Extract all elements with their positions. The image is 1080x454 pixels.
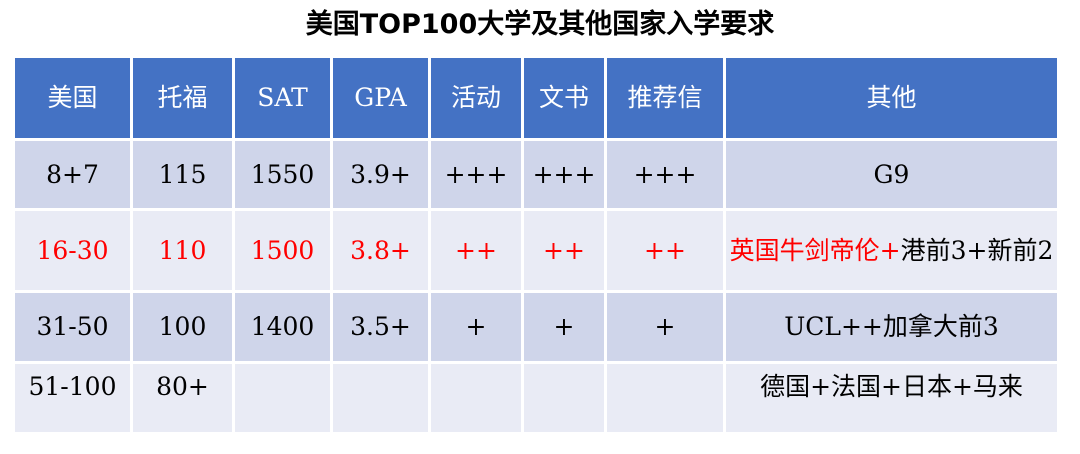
table-cell: 3.5+	[330, 290, 431, 364]
table-cell: +++	[521, 138, 607, 211]
other-cell: 德国+法国+日本+马来	[723, 361, 1060, 435]
header-row: 美国 托福 SAT GPA 活动 文书 推荐信 其他	[12, 55, 1060, 141]
column-header: 活动	[428, 55, 524, 141]
other-text: G9	[873, 159, 910, 189]
other-cell: 英国牛剑帝伦+港前3+新前2	[723, 208, 1060, 293]
table-cell: 115	[130, 138, 235, 211]
column-header: 文书	[521, 55, 607, 141]
table-cell: ++	[428, 208, 524, 293]
table-cell: +	[604, 290, 726, 364]
other-text: 英国牛剑帝伦+	[729, 235, 901, 265]
table-cell: 31-50	[12, 290, 133, 364]
table-cell: 3.9+	[330, 138, 431, 211]
table-cell: ++	[604, 208, 726, 293]
other-text: 德国+法国+日本+马来	[760, 372, 1023, 401]
table-cell	[521, 361, 607, 435]
table-cell: +++	[428, 138, 524, 211]
table-cell: +	[428, 290, 524, 364]
other-cell: G9	[723, 138, 1060, 211]
table-cell: 1400	[232, 290, 333, 364]
table-row: 16-30 110 1500 3.8+ ++ ++ ++ 英国牛剑帝伦+港前3+新前2	[12, 208, 1060, 293]
column-header: 美国	[12, 55, 133, 141]
column-header: 托福	[130, 55, 235, 141]
other-cell: UCL++加拿大前3	[723, 290, 1060, 364]
table-cell	[232, 361, 333, 435]
table-row: 8+7 115 1550 3.9+ +++ +++ +++ G9	[12, 138, 1060, 211]
table-cell	[604, 361, 726, 435]
table-cell: +	[521, 290, 607, 364]
table-row: 31-50 100 1400 3.5+ + + + UCL++加拿大前3	[12, 290, 1060, 364]
other-text: 港前3+新前2	[900, 235, 1054, 265]
table-cell: 51-100	[12, 361, 133, 435]
table-cell: 1550	[232, 138, 333, 211]
table-cell: 1500	[232, 208, 333, 293]
table-cell: +++	[604, 138, 726, 211]
table-cell	[330, 361, 431, 435]
table-cell: 16-30	[12, 208, 133, 293]
table-cell: 110	[130, 208, 235, 293]
page-title: 美国TOP100大学及其他国家入学要求	[305, 9, 775, 40]
table-row: 51-100 80+ 德国+法国+日本+马来	[12, 361, 1060, 435]
table-cell: 100	[130, 290, 235, 364]
column-header: GPA	[330, 55, 431, 141]
column-header: 推荐信	[604, 55, 726, 141]
requirements-table: 美国 托福 SAT GPA 活动 文书 推荐信 其他 8+7 115 1550 3.9+ +++ +++…	[12, 55, 1060, 435]
other-text: UCL++加拿大前3	[784, 312, 999, 341]
table-cell: ++	[521, 208, 607, 293]
table-cell	[428, 361, 524, 435]
column-header: SAT	[232, 55, 333, 141]
table-cell: 80+	[130, 361, 235, 435]
column-header: 其他	[723, 55, 1060, 141]
table-cell: 3.8+	[330, 208, 431, 293]
table-cell: 8+7	[12, 138, 133, 211]
